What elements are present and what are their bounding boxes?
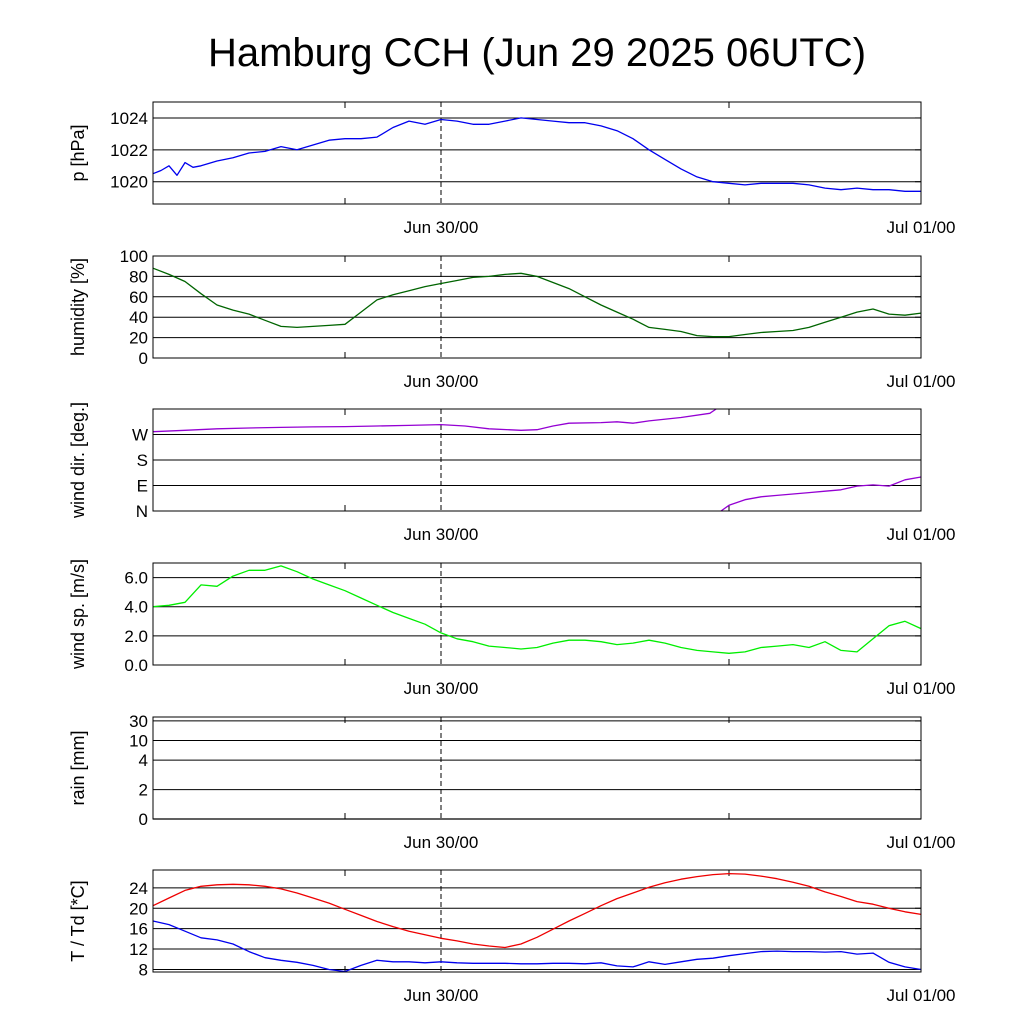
wind-dir-series-line [152, 408, 717, 433]
wind-speed-y-tick-label: 0.0 [124, 656, 148, 675]
humidity-y-axis-label: humidity [%] [68, 258, 88, 356]
humidity-y-tick-label: 20 [129, 329, 148, 348]
pressure-panel: 1020 1022 1024 p [hPa] Jun 30/00 Jul 01/00 [68, 101, 956, 237]
temperature-y-tick-label: 20 [129, 899, 148, 918]
rain-x-tick-label: Jul 01/00 [887, 833, 956, 852]
wind-speed-y-tick-label: 6.0 [124, 569, 148, 588]
pressure-y-tick-label: 1024 [110, 109, 148, 128]
humidity-y-tick-label: 100 [120, 247, 148, 266]
chart-title: Hamburg CCH (Jun 29 2025 06UTC) [208, 31, 866, 75]
humidity-y-tick-label: 40 [129, 308, 148, 327]
humidity-y-tick-label: 0 [139, 349, 148, 368]
humidity-frame [152, 255, 922, 359]
wind-speed-y-tick-label: 2.0 [124, 627, 148, 646]
rain-y-tick-label: 2 [139, 781, 148, 800]
temperature-y-tick-label: 16 [129, 920, 148, 939]
wind-speed-x-tick-label: Jul 01/00 [887, 679, 956, 698]
temperature-y-tick-label: 12 [129, 940, 148, 959]
rain-y-tick-label: 30 [129, 712, 148, 731]
rain-y-axis-label: rain [mm] [68, 730, 88, 805]
temperature-y-axis-label: T / Td [*C] [68, 880, 88, 961]
wind-speed-y-axis-label: wind sp. [m/s] [68, 559, 88, 670]
wind-speed-frame [152, 562, 922, 666]
pressure-y-tick-label: 1022 [110, 141, 148, 160]
temperature-series-line [152, 920, 922, 973]
temperature-frame [152, 869, 922, 973]
wind-speed-panel: 0.0 2.0 4.0 6.0 wind sp. [m/s] Jun 30/00 Jul 0… [68, 559, 956, 698]
humidity-y-tick-label: 80 [129, 267, 148, 286]
temperature-series-line [152, 872, 922, 949]
pressure-y-axis-label: p [hPa] [68, 124, 88, 181]
wind-dir-x-tick-label: Jun 30/00 [404, 525, 479, 544]
wind-dir-y-tick-label: S [137, 451, 148, 470]
wind-speed-series-line [152, 565, 922, 654]
pressure-frame [152, 101, 922, 205]
pressure-y-tick-label: 1020 [110, 173, 148, 192]
wind-speed-x-tick-label: Jun 30/00 [404, 679, 479, 698]
humidity-y-tick-label: 60 [129, 288, 148, 307]
temperature-y-tick-label: 24 [129, 879, 148, 898]
rain-y-tick-label: 4 [139, 751, 148, 770]
rain-frame [152, 716, 922, 820]
rain-x-tick-label: Jun 30/00 [404, 833, 479, 852]
humidity-x-tick-label: Jun 30/00 [404, 372, 479, 391]
rain-y-tick-label: 10 [129, 732, 148, 751]
wind-dir-y-tick-label: W [132, 426, 148, 445]
humidity-x-tick-label: Jul 01/00 [887, 372, 956, 391]
wind-dir-x-tick-label: Jul 01/00 [887, 525, 956, 544]
wind-dir-y-tick-label: E [137, 477, 148, 496]
rain-y-tick-label: 0 [139, 810, 148, 829]
wind-dir-frame [152, 408, 922, 512]
pressure-x-tick-label: Jul 01/00 [887, 218, 956, 237]
pressure-x-tick-label: Jun 30/00 [404, 218, 479, 237]
wind-dir-y-tick-label: N [136, 502, 148, 521]
temperature-y-tick-label: 8 [139, 960, 148, 979]
wind-dir-series-line [720, 476, 922, 512]
humidity-series-line [152, 267, 922, 338]
wind-dir-y-axis-label: wind dir. [deg.] [68, 402, 88, 519]
pressure-series-line [152, 117, 921, 192]
temperature-x-tick-label: Jun 30/00 [404, 986, 479, 1005]
wind-speed-y-tick-label: 4.0 [124, 598, 148, 617]
temperature-x-tick-label: Jul 01/00 [887, 986, 956, 1005]
